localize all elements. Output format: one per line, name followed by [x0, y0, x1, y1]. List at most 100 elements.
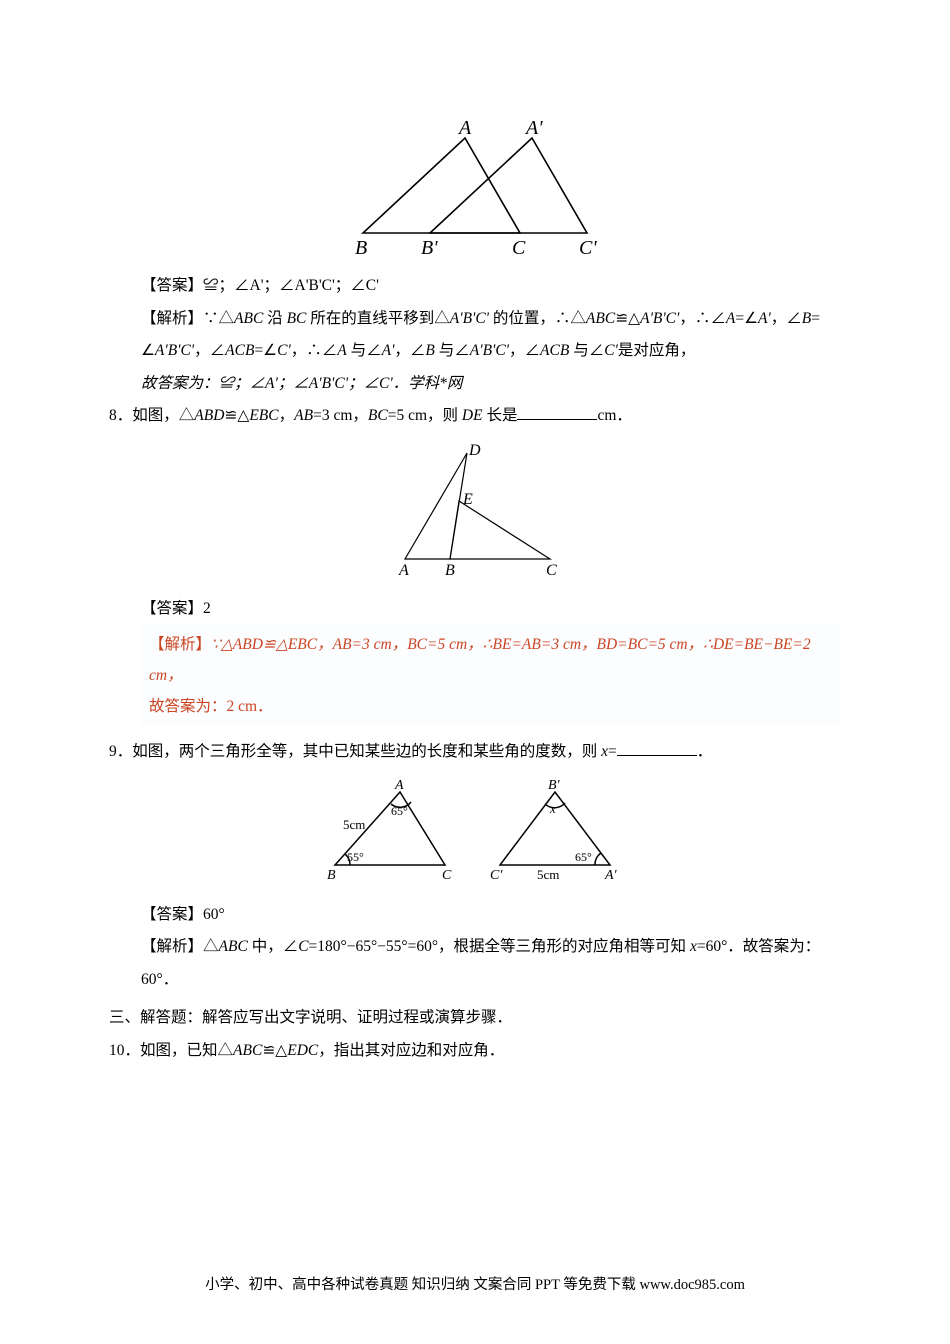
qnum: 8．	[109, 407, 132, 424]
t: BC	[287, 310, 307, 327]
t: 5cm	[537, 867, 559, 882]
t: ，	[279, 407, 295, 424]
t: B'	[548, 778, 561, 793]
analysis-label: 【解析】	[149, 636, 211, 653]
t: C'	[490, 868, 503, 883]
t: BC	[368, 407, 388, 424]
t: ABC	[219, 938, 248, 955]
t: A'B'C'	[470, 342, 509, 359]
t: ，∠	[194, 342, 225, 359]
t: C'	[604, 342, 618, 359]
t: ≌△	[615, 310, 640, 327]
t: =	[811, 310, 820, 327]
t: =∠	[254, 342, 277, 359]
t: A'	[758, 310, 771, 327]
t: 所在的直线平移到△	[306, 310, 449, 327]
t: 如图，两个三角形全等，其中已知某些边的长度和某些角的度数，则	[132, 743, 601, 760]
analysis-label: 【解析】	[141, 938, 203, 955]
label-E: E	[462, 491, 473, 508]
figure-q8: D E A B C	[109, 441, 841, 581]
t: 65°	[575, 850, 592, 864]
answer-label: 【答案】	[141, 277, 203, 294]
t: A'B'C'	[640, 310, 679, 327]
t: ，∠	[394, 342, 425, 359]
t: ABC	[586, 310, 615, 327]
label-C: C	[546, 562, 557, 579]
t: ，∠	[771, 310, 802, 327]
label-C: C	[512, 237, 526, 258]
t: ∵△	[203, 310, 234, 327]
qnum: 10．	[109, 1042, 140, 1059]
t: 是对应角，	[618, 342, 696, 359]
analysis-9-line1: 【解析】△ABC 中，∠C=180°−65°−55°=60°，根据全等三角形的对…	[109, 931, 841, 964]
t: A'B'C'	[450, 310, 489, 327]
figure-q7: A A' B B' C C'	[109, 118, 841, 258]
label-D: D	[468, 442, 481, 459]
question-10: 10．如图，已知△ABC≌△EDC，指出其对应边和对应角．	[141, 1035, 841, 1068]
t: =60°．故答案为：	[697, 938, 820, 955]
t: ABD	[194, 407, 224, 424]
section-3-heading: 三、解答题：解答应写出文字说明、证明过程或演算步骤．	[109, 1002, 841, 1035]
t: 的位置，∴△	[489, 310, 586, 327]
t: ∠	[141, 342, 155, 359]
figure-q9: A B C 65° 55° 5cm B' C' A' x 65° 5cm	[109, 777, 841, 887]
t: 与∠	[347, 342, 382, 359]
t: ．	[697, 743, 713, 760]
t: C	[442, 868, 452, 883]
t: 与∠	[569, 342, 604, 359]
t: 故答案为：2 cm．	[149, 691, 833, 722]
t: =5 cm，则	[388, 407, 462, 424]
t: ≌△	[224, 407, 249, 424]
answer-text: ≌；∠A'；∠A'B'C'；∠C'	[203, 277, 379, 294]
analysis-9-line2: 60°．	[109, 964, 841, 997]
label-A: A	[457, 118, 472, 139]
answer-8: 【答案】2	[109, 593, 841, 626]
label-Cp: C'	[579, 237, 597, 258]
page-footer: 小学、初中、高中各种试卷真题 知识归纳 文案合同 PPT 等免费下载 www.d…	[0, 1273, 950, 1294]
t: B	[327, 868, 336, 883]
t: 沿	[263, 310, 286, 327]
blank	[617, 741, 697, 757]
t: 5cm	[343, 817, 365, 832]
analysis-8: 【解析】∵△ABD≌△EBC，AB=3 cm，BC=5 cm，∴BE=AB=3 …	[141, 625, 841, 726]
answer-9: 【答案】60°	[109, 899, 841, 932]
t: 65°	[391, 804, 408, 818]
blank	[517, 405, 597, 421]
t: C	[298, 938, 308, 955]
analysis-7-line3: 故答案为：≌；∠A'；∠A'B'C'；∠C'．学科*网	[109, 368, 841, 401]
t: EDC	[287, 1042, 318, 1059]
answer-label: 【答案】	[141, 906, 203, 923]
t: 55°	[347, 850, 364, 864]
question-8: 8．如图，△ABD≌△EBC，AB=3 cm，BC=5 cm，则 DE 长是cm…	[141, 400, 841, 433]
t: DE	[462, 407, 483, 424]
t: 故答案为：≌；∠A'；∠A'B'C'；∠C'．学科*网	[141, 375, 462, 392]
t: A'	[382, 342, 395, 359]
answer-text: 60°	[203, 906, 225, 923]
t: cm．	[597, 407, 631, 424]
t: =	[608, 743, 617, 760]
t: x	[601, 743, 608, 760]
analysis-7-line1: 【解析】∵△ABC 沿 BC 所在的直线平移到△A'B'C' 的位置，∴△ABC…	[109, 303, 841, 336]
label-B: B	[445, 562, 455, 579]
t: A'	[604, 868, 618, 883]
t: 与∠	[435, 342, 470, 359]
label-Bp: B'	[421, 237, 438, 258]
t: ABC	[233, 1042, 262, 1059]
label-Ap: A'	[524, 118, 543, 139]
question-9: 9．如图，两个三角形全等，其中已知某些边的长度和某些角的度数，则 x=．	[141, 736, 841, 769]
t: ABC	[234, 310, 263, 327]
analysis-7-line2: ∠A'B'C'，∠ACB=∠C'，∴∠A 与∠A'，∠B 与∠A'B'C'，∠A…	[109, 335, 841, 368]
t: x	[549, 801, 556, 816]
t: B	[425, 342, 434, 359]
t: A	[394, 778, 404, 793]
t: ，∠	[509, 342, 540, 359]
answer-7: 【答案】≌；∠A'；∠A'B'C'；∠C'	[109, 270, 841, 303]
t: A'B'C'	[155, 342, 194, 359]
t: A	[726, 310, 735, 327]
t: 中，∠	[248, 938, 298, 955]
t: EBC	[249, 407, 278, 424]
t: B	[802, 310, 811, 327]
t: ACB	[225, 342, 254, 359]
analysis-label: 【解析】	[141, 310, 203, 327]
qnum: 9．	[109, 743, 132, 760]
